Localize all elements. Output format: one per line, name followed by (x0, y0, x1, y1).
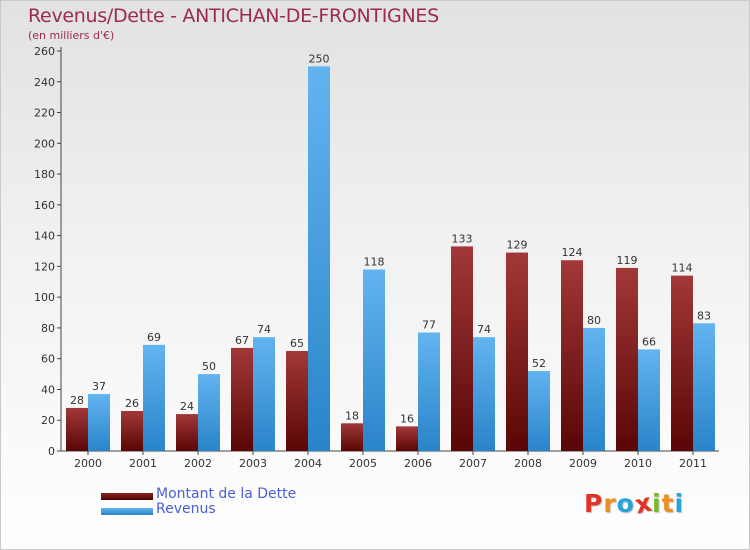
bar-dette-2005 (341, 423, 363, 451)
y-tick-label: 20 (41, 414, 55, 427)
logo-letter: i (652, 489, 662, 518)
chart-axes: 0 20 40 60 80 100 120 140 160 180 200 220 240 260 2000… (34, 45, 719, 470)
data-label-revenus-2006: 77 (422, 319, 436, 332)
data-label-dette-2002: 24 (180, 400, 194, 413)
data-label-revenus-2001: 69 (147, 331, 161, 344)
chart-data-labels: 28 26 24 67 65 18 16 133 129 124 119 114 37 69 50 74 250… (70, 52, 711, 425)
x-tick-label-2010: 2010 (624, 457, 652, 470)
logo-letter: P (584, 489, 604, 518)
bar-revenus-2007 (473, 337, 495, 451)
logo-letter: t (661, 489, 675, 518)
data-label-dette-2010: 119 (617, 254, 638, 267)
bar-dette-2010 (616, 267, 638, 451)
y-tick-label: 140 (34, 230, 55, 243)
x-tick-label-2003: 2003 (239, 457, 267, 470)
bar-revenus-2005 (363, 269, 385, 451)
data-label-revenus-2010: 66 (642, 335, 656, 348)
data-label-dette-2001: 26 (125, 397, 139, 410)
chart-title: Revenus/Dette - ANTICHAN-DE-FRONTIGNES (28, 5, 439, 27)
data-label-revenus-2002: 50 (202, 360, 216, 373)
data-label-revenus-2009: 80 (587, 314, 601, 327)
logo-letter: o (616, 489, 635, 518)
data-label-revenus-2003: 74 (257, 323, 271, 336)
bar-dette-2000 (66, 407, 88, 451)
legend-label-revenus: Revenus (156, 501, 216, 517)
x-tick-label-2005: 2005 (349, 457, 377, 470)
x-tick-label-2002: 2002 (184, 457, 212, 470)
bar-revenus-2004 (308, 66, 330, 451)
y-tick-label: 100 (34, 291, 55, 304)
data-label-dette-2009: 124 (562, 246, 583, 259)
chart-subtitle: (en milliers d'€) (28, 29, 115, 42)
logo-letter: i (674, 489, 685, 518)
bar-dette-2002 (176, 414, 198, 451)
bar-dette-2004 (286, 351, 308, 451)
y-tick-label: 120 (34, 260, 55, 273)
bar-revenus-2009 (583, 327, 605, 451)
y-tick-label: 220 (34, 107, 55, 120)
data-label-dette-2007: 133 (452, 232, 473, 245)
bar-revenus-2011 (693, 323, 715, 451)
x-tick-label-2006: 2006 (404, 457, 432, 470)
bar-revenus-2002 (198, 374, 220, 451)
y-tick-label: 60 (41, 353, 55, 366)
data-label-revenus-2008: 52 (532, 357, 546, 370)
bar-dette-2011 (671, 275, 693, 451)
data-label-dette-2011: 114 (672, 262, 693, 275)
data-label-revenus-2000: 37 (92, 380, 106, 393)
logo-letter: r (603, 489, 617, 518)
x-tick-label-2011: 2011 (679, 457, 707, 470)
data-label-revenus-2007: 74 (477, 323, 491, 336)
bar-revenus-2006 (418, 332, 440, 451)
y-tick-label: 240 (34, 76, 55, 89)
bar-revenus-2003 (253, 337, 275, 451)
data-label-dette-2004: 65 (290, 337, 304, 350)
bar-dette-2001 (121, 411, 143, 451)
x-tick-label-2004: 2004 (294, 457, 322, 470)
bar-dette-2007 (451, 246, 473, 451)
data-label-dette-2008: 129 (507, 239, 528, 252)
bar-revenus-2008 (528, 371, 550, 451)
data-label-dette-2005: 18 (345, 409, 359, 422)
bar-revenus-2000 (88, 394, 110, 451)
bar-dette-2009 (561, 260, 583, 451)
data-label-revenus-2004: 250 (309, 52, 330, 65)
y-tick-label: 260 (34, 45, 55, 58)
y-tick-label: 40 (41, 383, 55, 396)
data-label-dette-2003: 67 (235, 334, 249, 347)
x-tick-label-2009: 2009 (569, 457, 597, 470)
bar-dette-2006 (396, 426, 418, 451)
bar-dette-2008 (506, 252, 528, 451)
bar-revenus-2001 (143, 344, 165, 451)
proxiti-logo: Proxiti (584, 488, 685, 520)
bar-dette-2003 (231, 347, 253, 451)
y-tick-label: 180 (34, 168, 55, 181)
x-tick-label-2007: 2007 (459, 457, 487, 470)
x-tick-label-2001: 2001 (129, 457, 157, 470)
bar-revenus-2010 (638, 349, 660, 451)
data-label-revenus-2011: 83 (697, 309, 711, 322)
x-tick-label-2000: 2000 (74, 457, 102, 470)
data-label-dette-2006: 16 (400, 412, 414, 425)
legend-swatch-dette (101, 493, 153, 500)
y-tick-label: 0 (48, 445, 55, 458)
data-label-revenus-2005: 118 (364, 255, 385, 268)
x-tick-label-2008: 2008 (514, 457, 542, 470)
y-tick-label: 80 (41, 322, 55, 335)
legend-swatch-revenus (101, 508, 153, 515)
y-tick-label: 200 (34, 137, 55, 150)
data-label-dette-2000: 28 (70, 394, 84, 407)
y-tick-label: 160 (34, 199, 55, 212)
legend-label-dette: Montant de la Dette (156, 486, 297, 502)
chart-bars (66, 66, 715, 451)
